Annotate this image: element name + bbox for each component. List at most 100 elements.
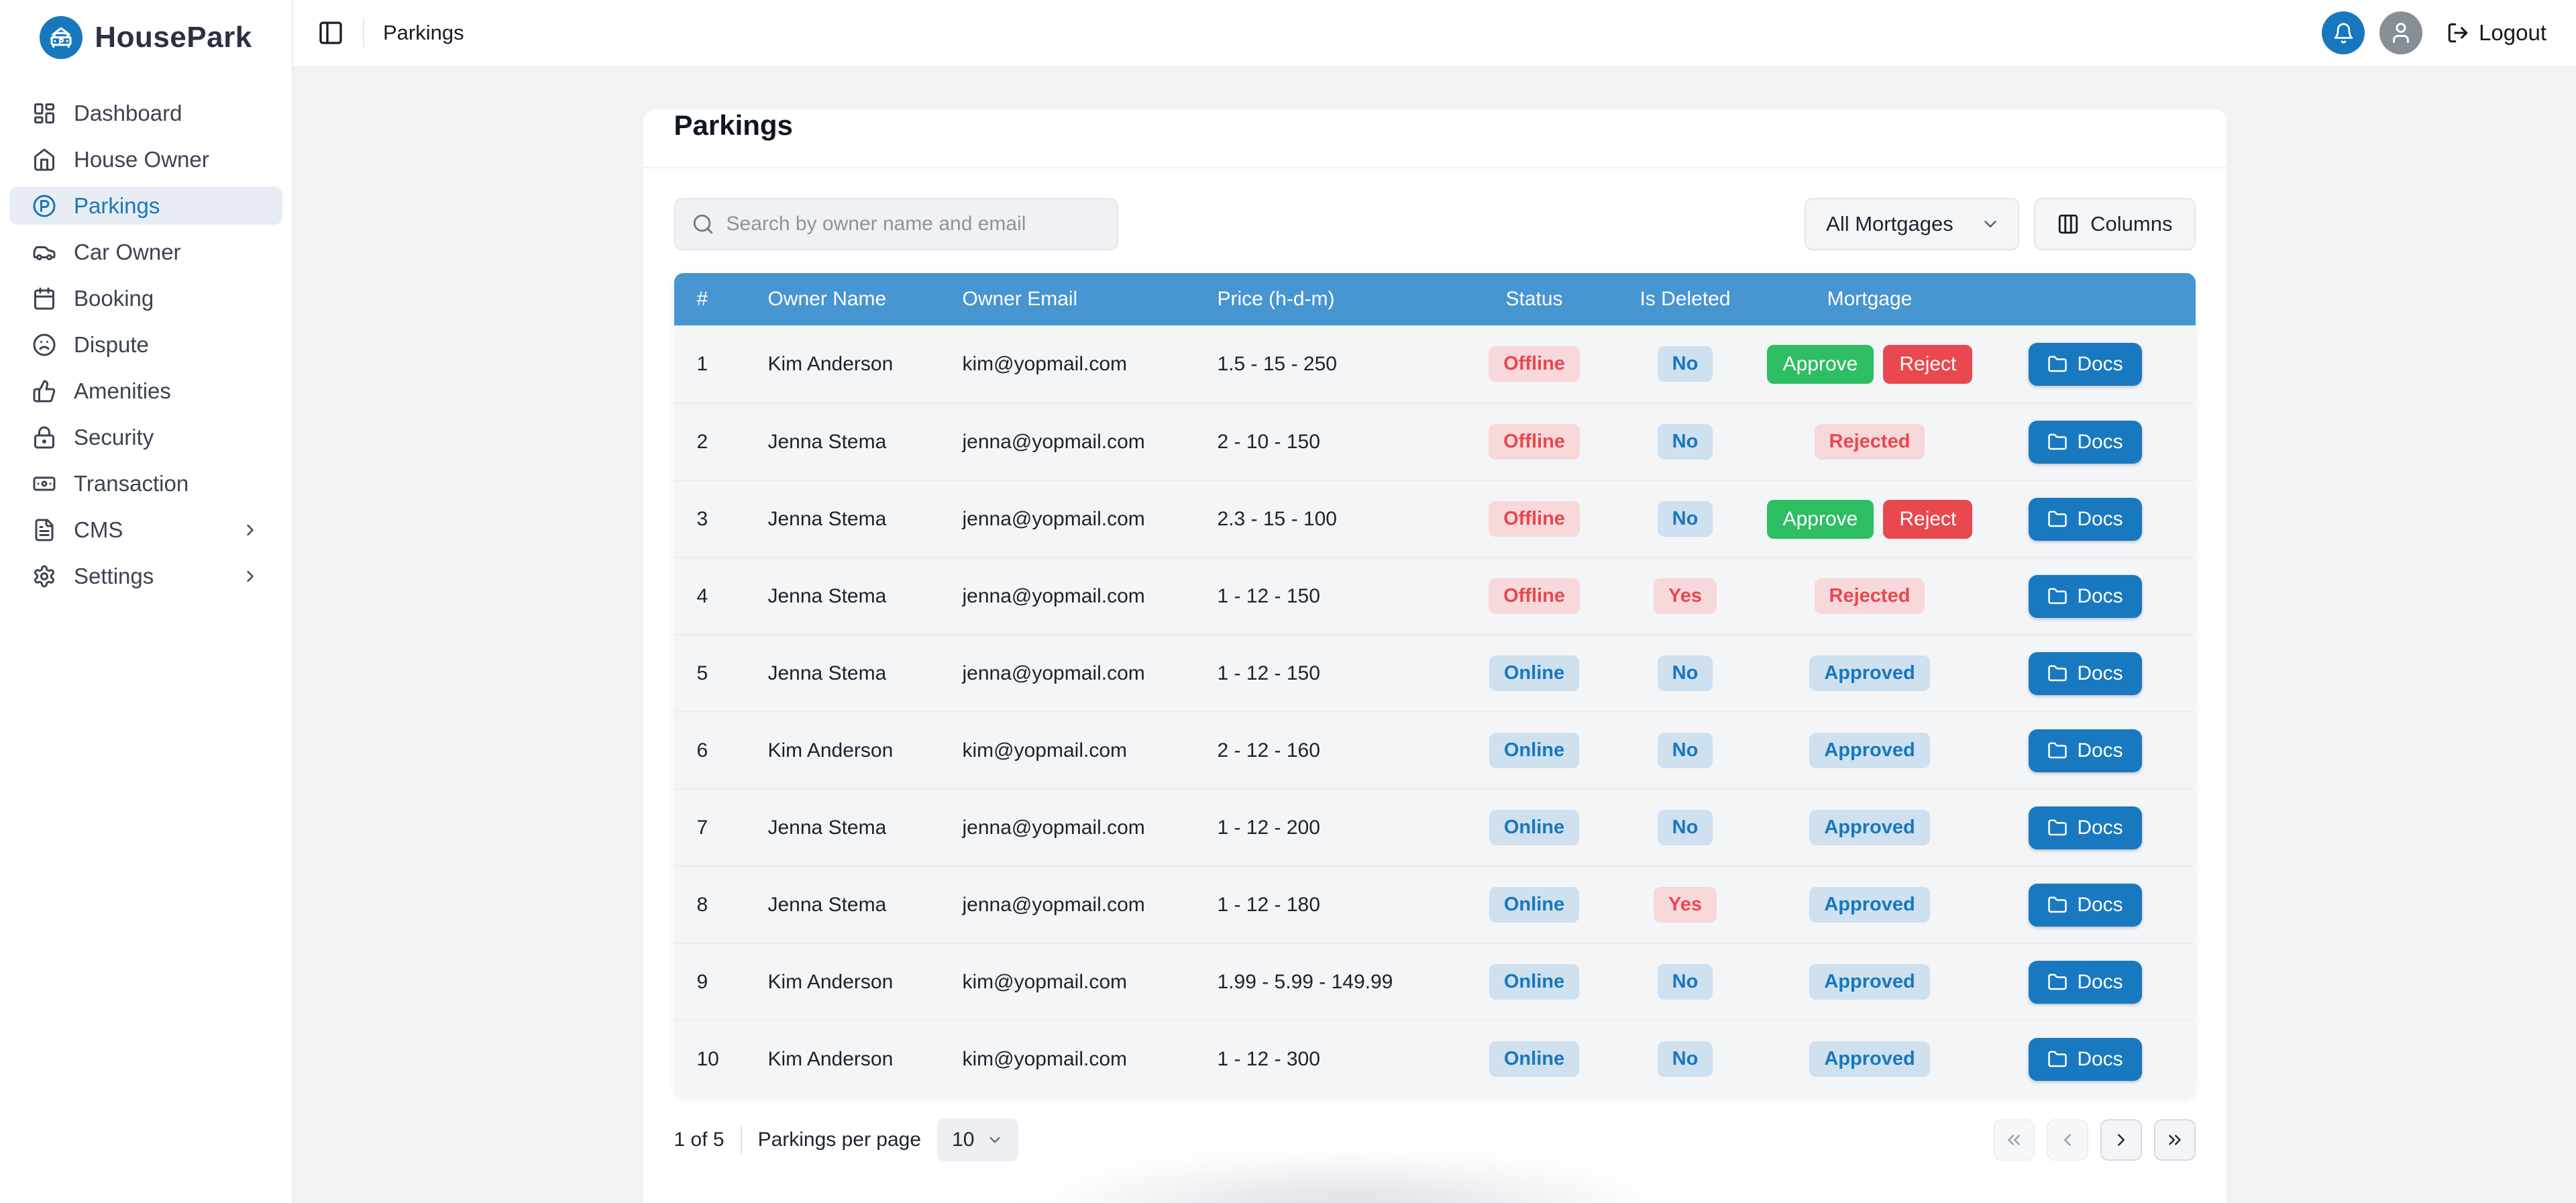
cell-number: 2 (674, 431, 748, 454)
cell-is-deleted: No (1607, 733, 1764, 768)
docs-button[interactable]: Docs (2029, 806, 2141, 849)
chevrons-right-icon (2165, 1130, 2185, 1150)
breadcrumb-divider (363, 19, 364, 47)
topbar: Parkings Logout (293, 0, 2576, 67)
status-badge: Offline (1489, 578, 1580, 614)
cell-is-deleted: No (1607, 1041, 1764, 1077)
mortgage-filter-select[interactable]: All Mortgages (1805, 198, 2019, 250)
table-row: 4Jenna Stemajenna@yopmail.com1 - 12 - 15… (674, 557, 2196, 634)
sidebar-item-dashboard[interactable]: Dashboard (9, 94, 282, 132)
toolbar-right: All Mortgages Columns (1805, 198, 2195, 250)
folder-icon (2047, 741, 2068, 761)
mortgage-status-badge: Approved (1809, 810, 1929, 845)
cell-price: 2 - 12 - 160 (1197, 739, 1462, 762)
cell-number: 1 (674, 353, 748, 376)
folder-icon (2047, 972, 2068, 992)
cell-owner-email: jenna@yopmail.com (943, 894, 1197, 917)
docs-button[interactable]: Docs (2029, 575, 2141, 618)
page-info: 1 of 5 (674, 1129, 724, 1151)
docs-label: Docs (2077, 431, 2123, 454)
cell-docs: Docs (1976, 806, 2196, 849)
docs-button[interactable]: Docs (2029, 652, 2141, 695)
per-page-select[interactable]: 10 (937, 1118, 1018, 1161)
cell-owner-email: jenna@yopmail.com (943, 817, 1197, 839)
next-page-button[interactable] (2100, 1119, 2142, 1161)
is-deleted-badge: Yes (1654, 887, 1717, 923)
reject-button[interactable]: Reject (1883, 500, 1972, 539)
columns-button[interactable]: Columns (2034, 198, 2195, 250)
cell-is-deleted: No (1607, 810, 1764, 845)
docs-label: Docs (2077, 817, 2123, 839)
status-badge: Offline (1489, 424, 1580, 460)
cell-owner-name: Jenna Stema (748, 894, 943, 917)
cell-price: 1.99 - 5.99 - 149.99 (1197, 971, 1462, 994)
last-page-button[interactable] (2154, 1119, 2196, 1161)
cell-mortgage: Rejected (1764, 578, 1976, 614)
column-header: # (674, 288, 748, 311)
sidebar-item-cms[interactable]: CMS (9, 511, 282, 549)
cell-number: 6 (674, 739, 748, 762)
cell-number: 9 (674, 971, 748, 994)
column-header: Status (1462, 288, 1607, 311)
topbar-actions: Logout (2322, 11, 2546, 54)
chevron-right-icon (241, 521, 260, 539)
chevron-down-icon (1980, 214, 2000, 234)
parkings-table: #Owner NameOwner EmailPrice (h-d-m)Statu… (674, 273, 2196, 1097)
table-row: 8Jenna Stemajenna@yopmail.com1 - 12 - 18… (674, 866, 2196, 943)
sidebar-item-security[interactable]: Security (9, 418, 282, 456)
cell-owner-name: Jenna Stema (748, 508, 943, 531)
docs-button[interactable]: Docs (2029, 498, 2141, 541)
cell-price: 2 - 10 - 150 (1197, 431, 1462, 454)
sidebar-item-parkings[interactable]: Parkings (9, 187, 282, 225)
docs-button[interactable]: Docs (2029, 961, 2141, 1004)
sidebar-item-amenities[interactable]: Amenities (9, 372, 282, 410)
sidebar-item-settings[interactable]: Settings (9, 557, 282, 595)
cell-owner-email: jenna@yopmail.com (943, 585, 1197, 608)
prev-page-button[interactable] (2047, 1119, 2088, 1161)
docs-button[interactable]: Docs (2029, 421, 2141, 464)
logout-label: Logout (2479, 20, 2546, 46)
docs-button[interactable]: Docs (2029, 729, 2141, 772)
cell-docs: Docs (1976, 1038, 2196, 1081)
cell-status: Offline (1462, 424, 1607, 460)
sidebar-item-label: Security (74, 425, 154, 450)
docs-button[interactable]: Docs (2029, 884, 2141, 927)
sidebar-item-transaction[interactable]: Transaction (9, 464, 282, 503)
reject-button[interactable]: Reject (1883, 345, 1972, 384)
sidebar-toggle-icon[interactable] (317, 19, 344, 46)
sidebar-item-label: House Owner (74, 147, 209, 172)
approve-button[interactable]: Approve (1767, 345, 1874, 384)
avatar[interactable] (2379, 11, 2422, 54)
sidebar-item-booking[interactable]: Booking (9, 279, 282, 317)
docs-button[interactable]: Docs (2029, 1038, 2141, 1081)
brand-name: HousePark (95, 21, 252, 54)
breadcrumb: Parkings (383, 21, 464, 45)
cell-mortgage: Approved (1764, 656, 1976, 691)
docs-button[interactable]: Docs (2029, 343, 2141, 386)
cell-is-deleted: Yes (1607, 578, 1764, 614)
docs-label: Docs (2077, 585, 2123, 608)
cell-owner-name: Jenna Stema (748, 662, 943, 685)
cell-price: 1 - 12 - 150 (1197, 662, 1462, 685)
docs-label: Docs (2077, 662, 2123, 685)
is-deleted-badge: Yes (1654, 578, 1717, 614)
sidebar-item-dispute[interactable]: Dispute (9, 325, 282, 364)
table-row: 10Kim Andersonkim@yopmail.com1 - 12 - 30… (674, 1020, 2196, 1097)
sidebar-item-label: Parkings (74, 193, 160, 219)
car-icon (32, 240, 56, 264)
chevron-left-icon (2057, 1130, 2078, 1150)
cell-owner-email: kim@yopmail.com (943, 739, 1197, 762)
cell-is-deleted: No (1607, 346, 1764, 382)
first-page-button[interactable] (1993, 1119, 2035, 1161)
sidebar-item-house-owner[interactable]: House Owner (9, 140, 282, 178)
sidebar-item-car-owner[interactable]: Car Owner (9, 233, 282, 271)
approve-button[interactable]: Approve (1767, 500, 1874, 539)
search-input[interactable] (727, 213, 1101, 236)
cell-price: 1 - 12 - 300 (1197, 1048, 1462, 1071)
status-badge: Online (1489, 656, 1579, 691)
cell-owner-name: Kim Anderson (748, 1048, 943, 1071)
brand[interactable]: HousePark (0, 0, 292, 70)
logout-button[interactable]: Logout (2447, 20, 2546, 46)
cell-docs: Docs (1976, 961, 2196, 1004)
notifications-button[interactable] (2322, 11, 2365, 54)
